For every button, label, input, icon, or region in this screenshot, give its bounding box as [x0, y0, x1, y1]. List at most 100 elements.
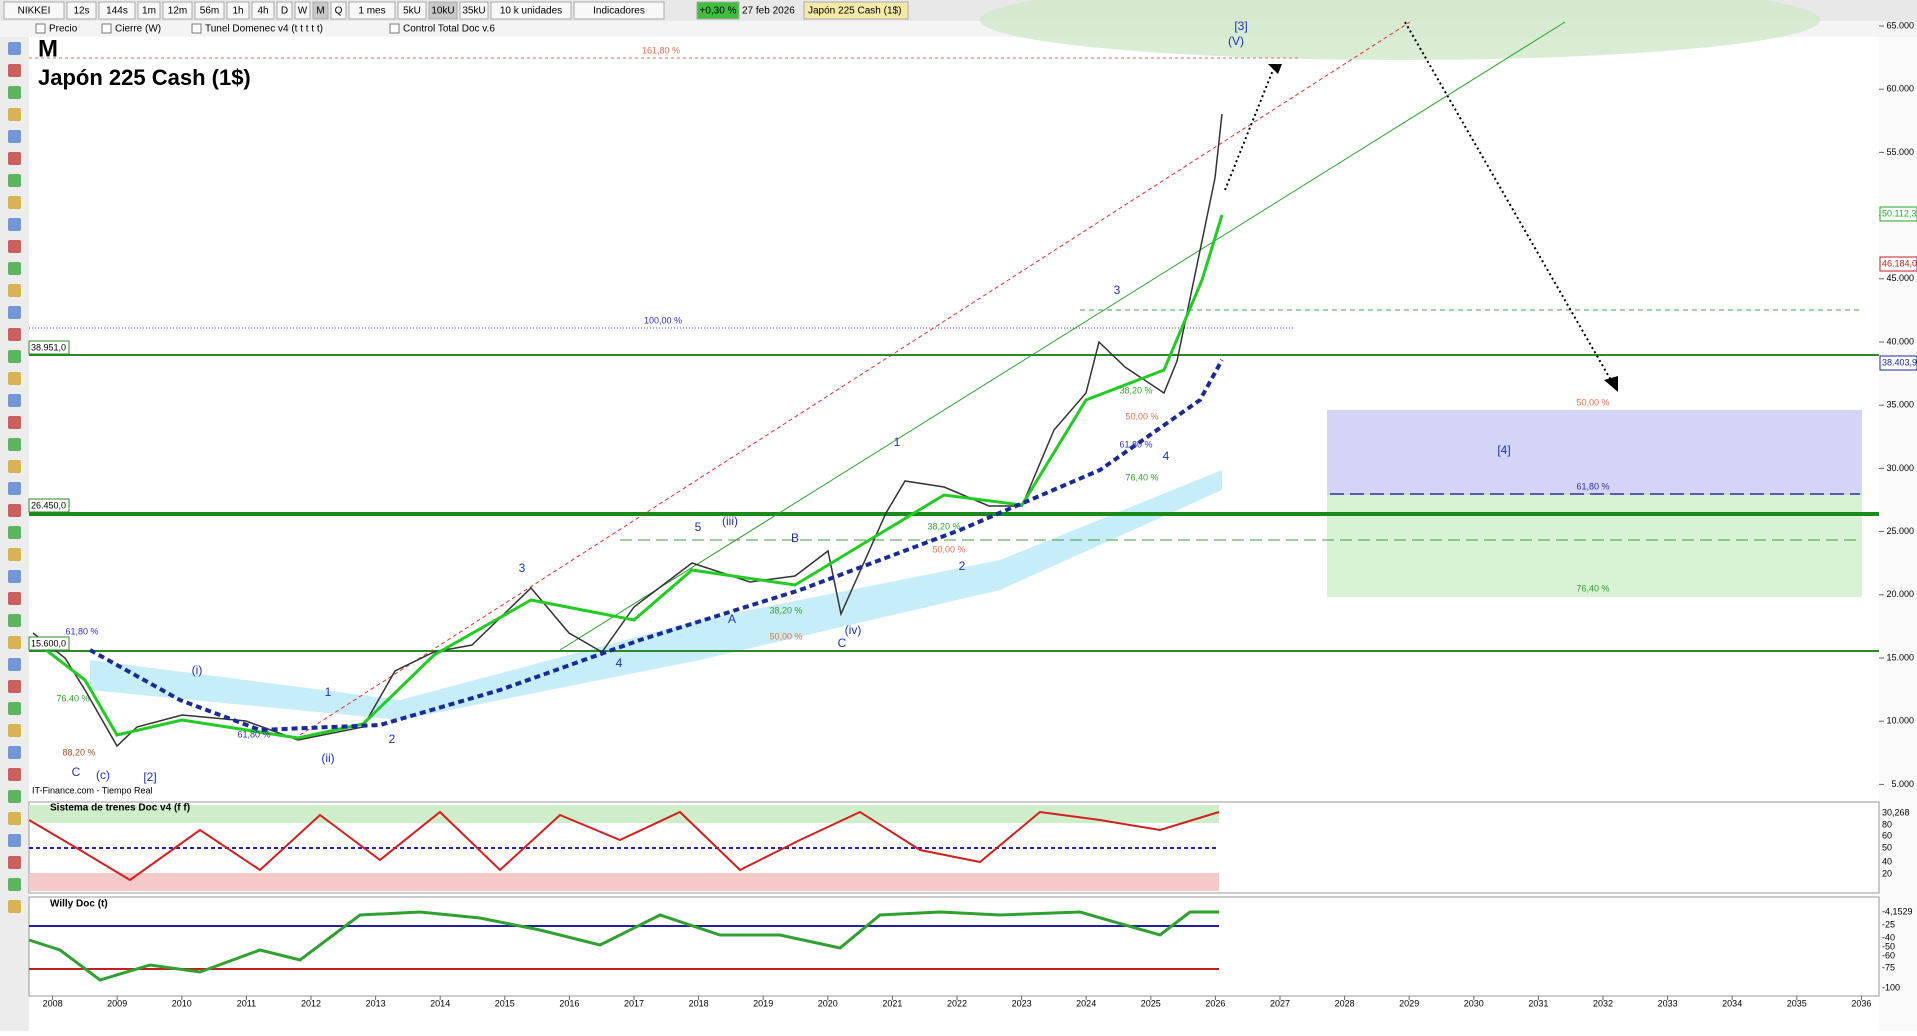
timeframe-button-label[interactable]: 144s [106, 6, 128, 17]
tool-icon[interactable] [8, 878, 21, 891]
timeframe-button[interactable] [276, 1, 293, 20]
fib-label: 38,20 % [769, 605, 802, 615]
tool-icon[interactable] [8, 130, 21, 143]
unit-button-label[interactable]: 35kU [462, 6, 485, 17]
timeframe-button[interactable] [194, 1, 225, 20]
unit-button[interactable] [459, 1, 489, 20]
y-tick-label: 20.000 [1886, 589, 1914, 599]
timeframe-button-label[interactable]: 56m [200, 6, 219, 17]
fib-label: 50,00 % [1576, 397, 1609, 407]
timeframe-button[interactable] [137, 1, 161, 20]
legend-item[interactable]: Cierre (W) [115, 24, 161, 35]
timeframe-button-label[interactable]: 1h [232, 6, 243, 17]
tool-icon[interactable] [8, 724, 21, 737]
timeframe-button-label[interactable]: M [316, 6, 324, 17]
tool-icon[interactable] [8, 680, 21, 693]
tool-icon[interactable] [8, 614, 21, 627]
period-select[interactable] [348, 1, 396, 20]
timeframe-button-label[interactable]: W [298, 6, 308, 17]
legend-item[interactable]: Precio [49, 24, 78, 35]
tool-icon[interactable] [8, 218, 21, 231]
tool-icon[interactable] [8, 570, 21, 583]
panel-axis-label: 80 [1882, 819, 1892, 829]
tool-icon[interactable] [8, 262, 21, 275]
tool-icon[interactable] [8, 834, 21, 847]
unit-button-label[interactable]: 5kU [403, 6, 421, 17]
arrowhead [1268, 64, 1282, 74]
timeframe-button-label[interactable]: 12m [168, 6, 187, 17]
tool-icon[interactable] [8, 284, 21, 297]
x-tick-label: 2020 [818, 998, 838, 1008]
timeframe-button-label[interactable]: 12s [73, 6, 89, 17]
tool-icon[interactable] [8, 746, 21, 759]
tool-icon[interactable] [8, 196, 21, 209]
unit-select[interactable] [490, 1, 572, 20]
y-tick-label: 45.000 [1886, 273, 1914, 283]
tool-icon[interactable] [8, 42, 21, 55]
timeframe-button-label[interactable]: 4h [257, 6, 268, 17]
tool-icon[interactable] [8, 636, 21, 649]
timeframe-button[interactable] [98, 1, 136, 20]
timeframe-button-label[interactable]: Q [335, 6, 343, 17]
symbol-select[interactable] [3, 1, 65, 20]
tool-icon[interactable] [8, 658, 21, 671]
tool-icon[interactable] [8, 394, 21, 407]
timeframe-button[interactable] [251, 1, 275, 20]
tool-icon[interactable] [8, 856, 21, 869]
tool-icon[interactable] [8, 152, 21, 165]
change-badge-label[interactable]: +0,30 % [700, 6, 737, 17]
tool-icon[interactable] [8, 548, 21, 561]
tool-icon[interactable] [8, 416, 21, 429]
legend-item[interactable]: Tunel Domenec v4 (t t t t t) [205, 24, 323, 35]
tool-icon[interactable] [8, 306, 21, 319]
tool-icon[interactable] [8, 482, 21, 495]
legend-check[interactable] [389, 23, 400, 34]
indicators-button-label[interactable]: Indicadores [593, 6, 645, 17]
x-tick-label: 2010 [172, 998, 192, 1008]
tool-icon[interactable] [8, 526, 21, 539]
timeframe-button[interactable] [294, 1, 311, 20]
tool-icon[interactable] [8, 108, 21, 121]
unit-button[interactable] [397, 1, 427, 20]
x-tick-label: 2017 [624, 998, 644, 1008]
tool-icon[interactable] [8, 900, 21, 913]
wave-label: 3 [519, 561, 526, 575]
timeframe-button-label[interactable]: 1m [142, 6, 156, 17]
legend-check[interactable] [191, 23, 202, 34]
timeframe-button-label[interactable]: D [281, 6, 288, 17]
tool-icon[interactable] [8, 592, 21, 605]
tool-icon[interactable] [8, 240, 21, 253]
indicators-button[interactable] [573, 1, 665, 20]
tool-icon[interactable] [8, 438, 21, 451]
tool-icon[interactable] [8, 174, 21, 187]
wave-label: (iii) [722, 514, 738, 528]
tool-icon[interactable] [8, 64, 21, 77]
period-select-label[interactable]: 1 mes [358, 6, 385, 17]
tool-icon[interactable] [8, 812, 21, 825]
unit-select-label[interactable]: 10 k unidades [500, 6, 562, 17]
timeframe-button[interactable] [66, 1, 97, 20]
unit-button-label[interactable]: 10kU [431, 6, 454, 17]
unit-button[interactable] [428, 1, 458, 20]
timeframe-button[interactable] [330, 1, 347, 20]
timeframe-button[interactable] [226, 1, 250, 20]
legend-check[interactable] [35, 23, 46, 34]
legend-item[interactable]: Control Total Doc v.6 [403, 24, 495, 35]
level-tag [28, 636, 70, 651]
tool-icon[interactable] [8, 350, 21, 363]
timeframe-button[interactable] [162, 1, 193, 20]
tool-icon[interactable] [8, 328, 21, 341]
legend-check[interactable] [101, 23, 112, 34]
timeframe-button[interactable] [312, 1, 329, 20]
tool-icon[interactable] [8, 768, 21, 781]
symbol-select-label[interactable]: NIKKEI [18, 6, 51, 17]
tool-icon[interactable] [8, 790, 21, 803]
moving-average [89, 359, 1224, 733]
tool-icon[interactable] [8, 372, 21, 385]
tool-icon[interactable] [8, 504, 21, 517]
change-badge[interactable] [696, 1, 740, 20]
y-tick-label: 30.000 [1886, 463, 1914, 473]
tool-icon[interactable] [8, 702, 21, 715]
tool-icon[interactable] [8, 86, 21, 99]
tool-icon[interactable] [8, 460, 21, 473]
